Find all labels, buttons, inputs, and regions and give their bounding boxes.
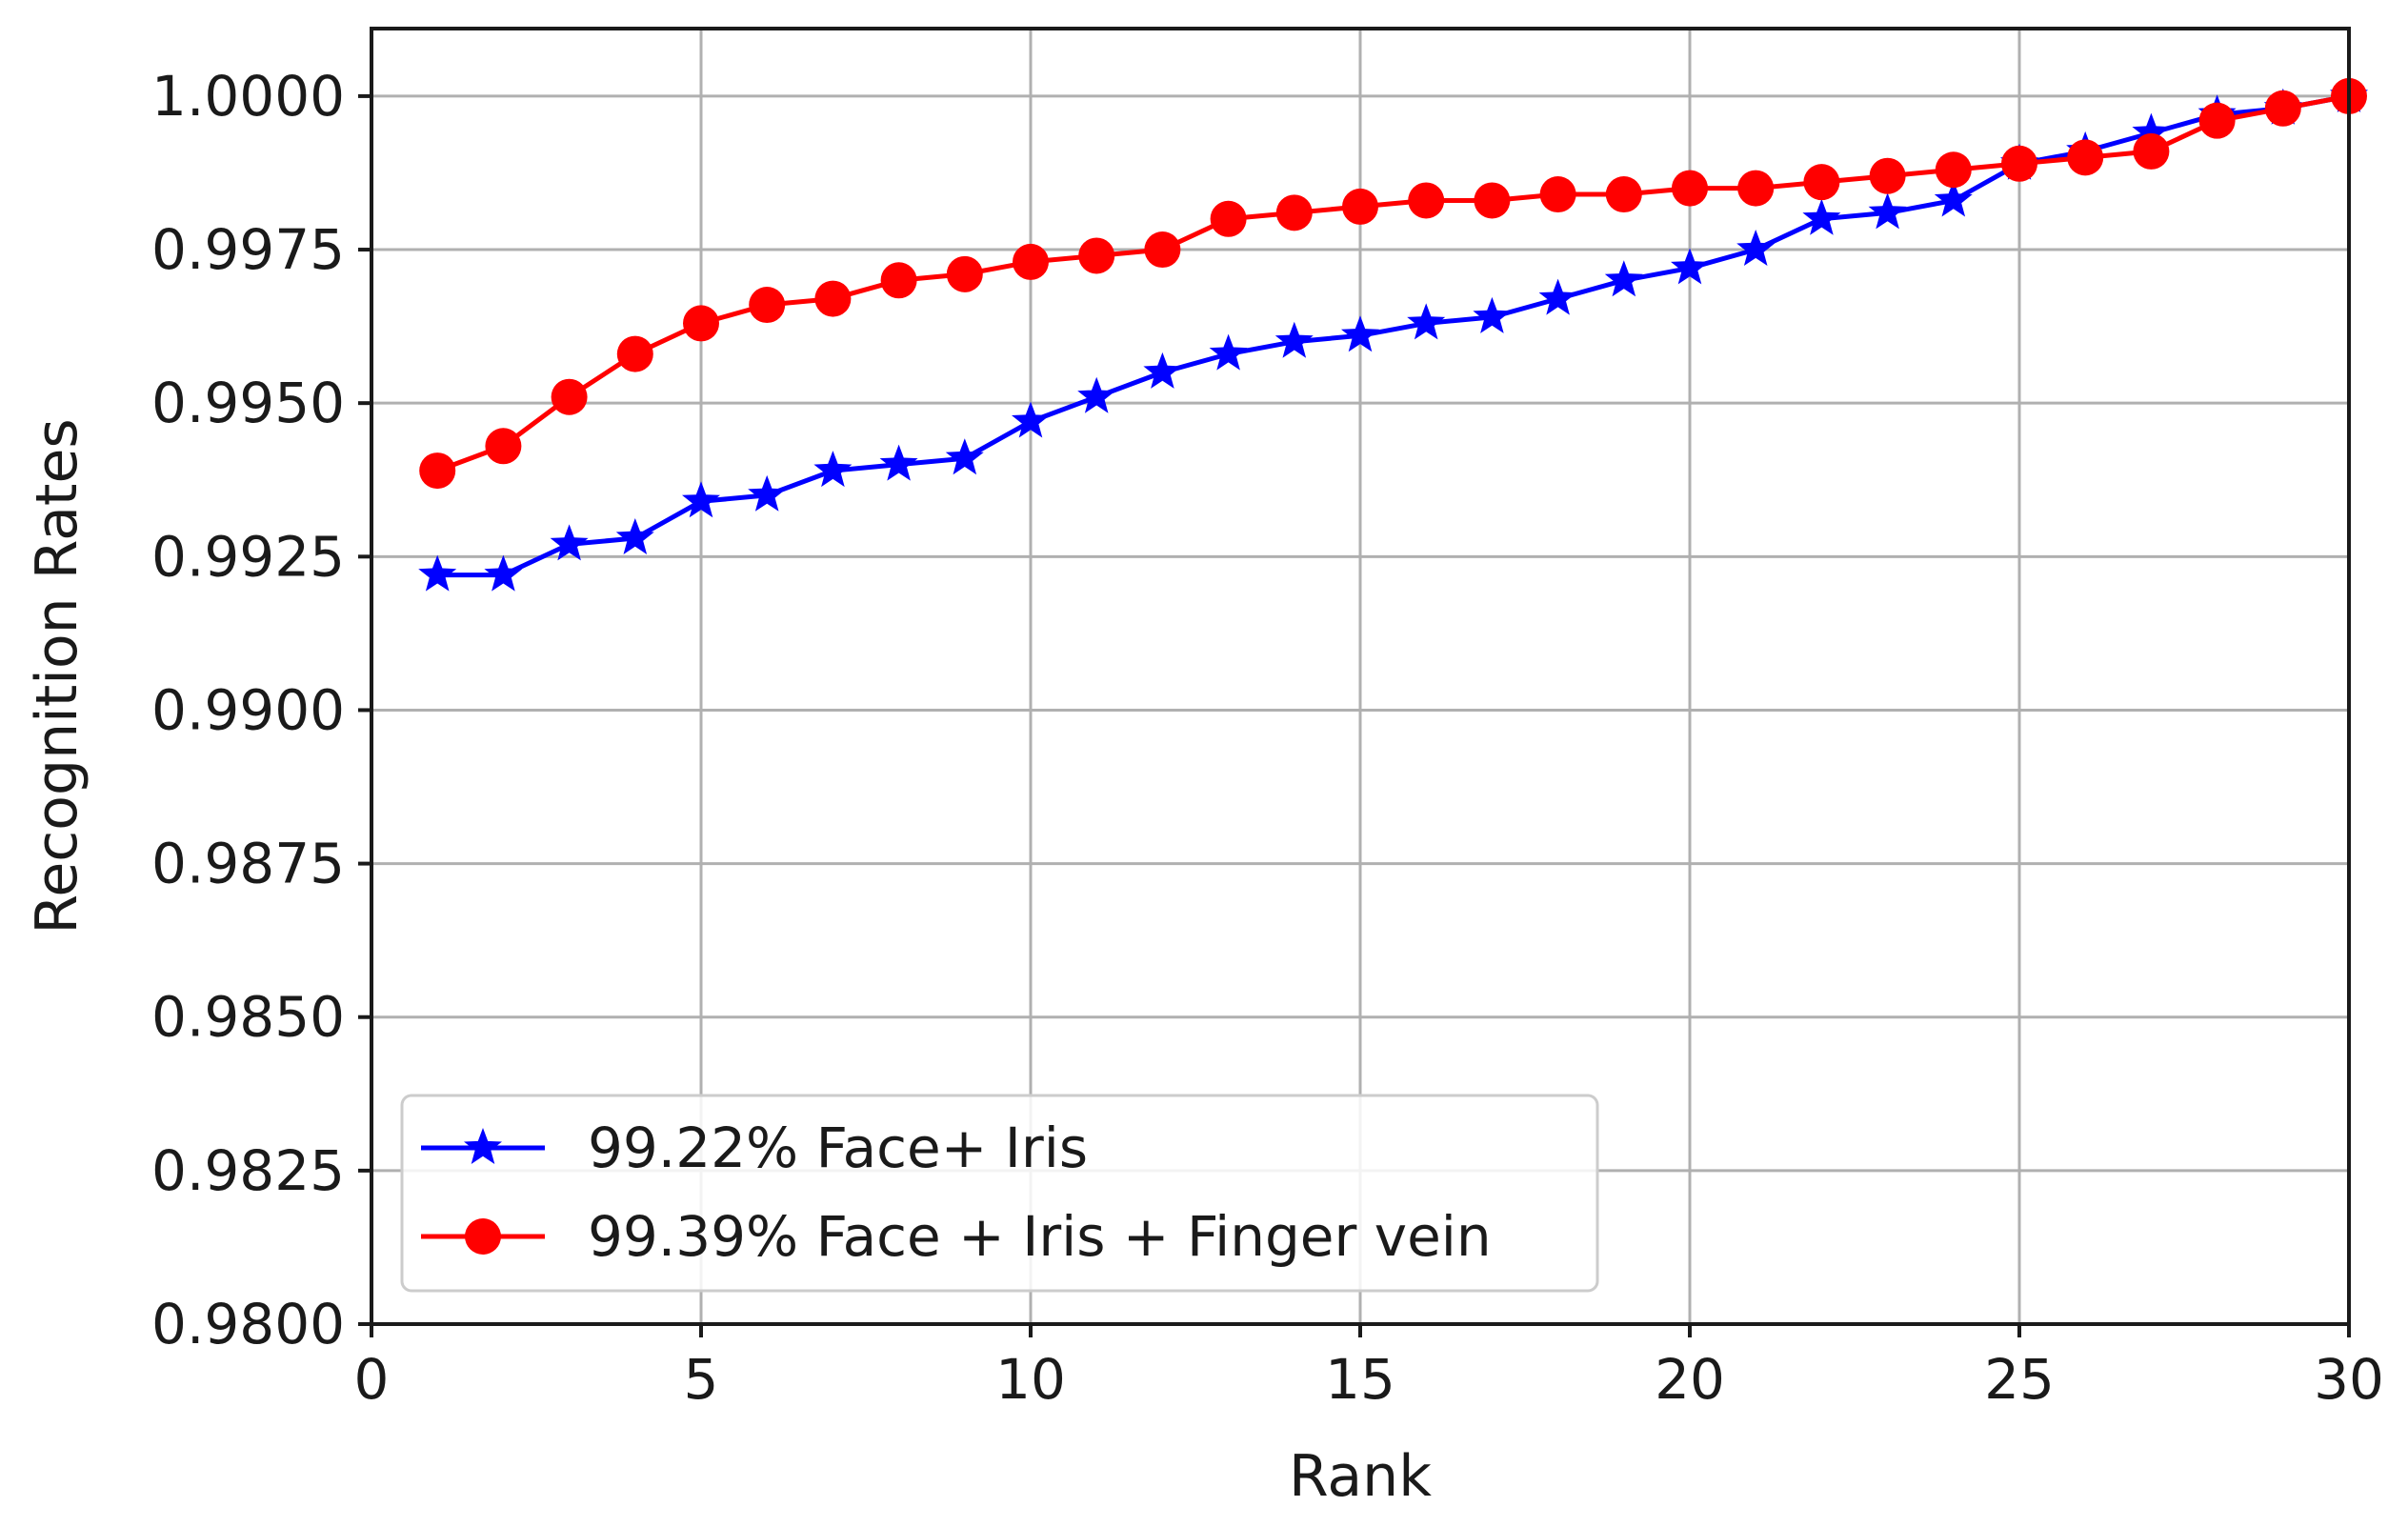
- data-point: [2067, 139, 2104, 176]
- legend-item: 99.39% Face + Iris + Finger vein: [421, 1204, 1492, 1269]
- data-point: [1144, 231, 1181, 269]
- data-point: [1672, 170, 1708, 207]
- data-point: [1868, 192, 1907, 230]
- y-tick-label: 0.9875: [151, 832, 345, 896]
- x-tick-label: 5: [684, 1347, 719, 1412]
- data-point: [551, 378, 588, 415]
- data-point: [1078, 237, 1115, 274]
- data-point: [2198, 102, 2236, 139]
- data-point: [1934, 180, 1973, 217]
- data-point: [682, 481, 720, 518]
- data-point: [814, 280, 852, 317]
- y-tick-label: 0.9850: [151, 985, 345, 1050]
- legend-item: 99.22% Face+ Iris: [421, 1115, 1088, 1180]
- data-point: [880, 262, 917, 299]
- data-point: [2133, 132, 2170, 170]
- y-tick-label: 0.9975: [151, 217, 345, 282]
- data-point: [550, 524, 589, 561]
- data-point: [418, 554, 457, 592]
- x-tick-label: 20: [1655, 1347, 1725, 1412]
- data-point: [1012, 401, 1050, 438]
- legend-marker: [465, 1218, 501, 1255]
- data-point: [1275, 194, 1313, 231]
- data-point: [1342, 188, 1378, 225]
- data-point: [1671, 248, 1709, 285]
- data-point: [1539, 176, 1576, 213]
- x-tick-label: 10: [995, 1347, 1066, 1412]
- data-point: [945, 438, 984, 475]
- y-tick-label: 1.0000: [151, 64, 345, 129]
- y-tick-label: 0.9950: [151, 371, 345, 435]
- x-tick-label: 25: [1984, 1347, 2055, 1412]
- data-point: [1538, 278, 1577, 315]
- data-point: [419, 452, 456, 490]
- data-point: [485, 428, 522, 465]
- data-point: [813, 451, 853, 488]
- data-point: [2001, 145, 2037, 182]
- data-point: [1077, 376, 1116, 413]
- data-point: [1605, 176, 1642, 213]
- x-tick-label: 15: [1325, 1347, 1395, 1412]
- data-point: [1474, 182, 1511, 219]
- data-point: [1274, 321, 1314, 358]
- data-point: [1407, 303, 1446, 340]
- data-point: [2132, 112, 2171, 150]
- series-2: [419, 77, 2367, 490]
- series-group: [418, 75, 2368, 592]
- data-point: [1209, 333, 1248, 371]
- x-axis-label: Rank: [1289, 1443, 1432, 1510]
- data-point: [1473, 296, 1512, 333]
- data-point: [683, 305, 719, 342]
- data-point: [616, 335, 653, 372]
- data-point: [484, 554, 523, 592]
- x-tick-label: 30: [2314, 1347, 2384, 1412]
- y-tick-label: 0.9800: [151, 1292, 345, 1356]
- y-tick-label: 0.9925: [151, 524, 345, 589]
- data-point: [1341, 315, 1379, 352]
- x-tick-label: 0: [354, 1347, 390, 1412]
- y-tick-label: 0.9825: [151, 1138, 345, 1203]
- data-point: [1013, 243, 1049, 280]
- data-point: [879, 444, 918, 481]
- data-point: [615, 518, 654, 554]
- legend-label: 99.22% Face+ Iris: [588, 1115, 1088, 1180]
- data-point: [1935, 151, 1972, 189]
- data-point: [1869, 157, 1906, 194]
- data-point: [2264, 90, 2301, 127]
- data-point: [1408, 182, 1445, 219]
- legend-box: [400, 1094, 1599, 1293]
- data-point: [749, 287, 786, 324]
- data-point: [1803, 164, 1840, 201]
- data-point: [1143, 352, 1182, 389]
- y-axis-label: Recognition Rates: [24, 418, 90, 934]
- data-point: [1737, 170, 1775, 207]
- legend-marker: [464, 1128, 502, 1164]
- legend-label: 99.39% Face + Iris + Finger vein: [588, 1204, 1492, 1269]
- data-point: [748, 474, 787, 512]
- data-point: [1802, 198, 1841, 235]
- legend: 99.22% Face+ Iris 99.39% Face + Iris + Fi…: [400, 1094, 1599, 1293]
- data-point: [946, 255, 983, 292]
- axis-ticks: 0 5 10 15 20 25 30 0.9800 0.9825 0.9850 0.9875 0.99…: [151, 64, 2384, 1412]
- data-point: [1210, 200, 1247, 237]
- data-point: [1736, 230, 1776, 266]
- y-tick-label: 0.9900: [151, 677, 345, 742]
- data-point: [1604, 260, 1643, 297]
